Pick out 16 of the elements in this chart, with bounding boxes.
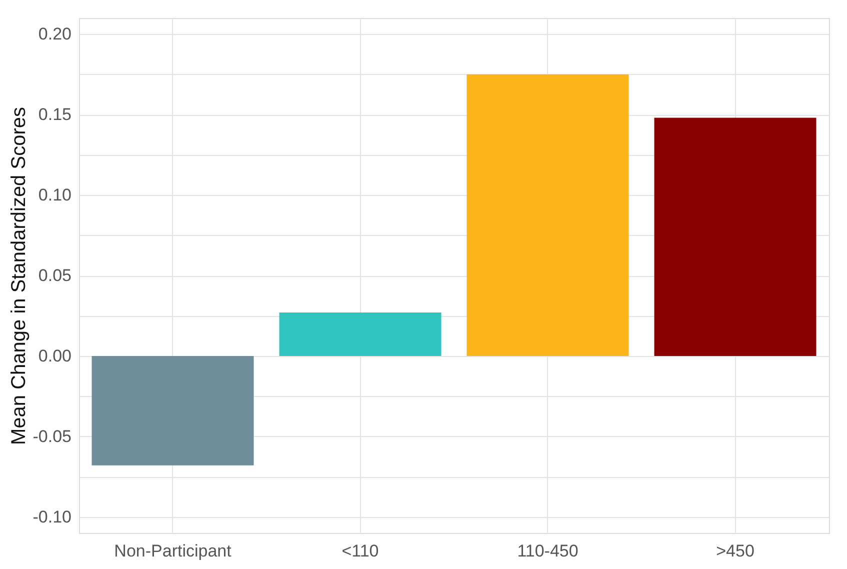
- x-tick-label: 110-450: [517, 542, 578, 560]
- y-tick-label: 0.10: [38, 186, 72, 205]
- bar: [279, 312, 442, 356]
- y-tick-label: 0.20: [38, 24, 72, 44]
- y-tick-label: 0.00: [38, 346, 72, 366]
- y-tick-label: -0.05: [32, 426, 72, 446]
- bar: [466, 74, 629, 356]
- y-tick-label: 0.05: [38, 266, 72, 285]
- bar: [92, 356, 254, 466]
- x-tick-label: <110: [342, 542, 379, 560]
- y-tick-label: 0.15: [38, 105, 72, 124]
- y-tick-label: -0.10: [32, 507, 72, 526]
- x-tick-label: Non-Participant: [114, 542, 232, 560]
- y-axis-title: Mean Change in Standardized Scores: [8, 107, 30, 445]
- x-tick-label: >450: [716, 542, 754, 560]
- bar: [654, 118, 816, 356]
